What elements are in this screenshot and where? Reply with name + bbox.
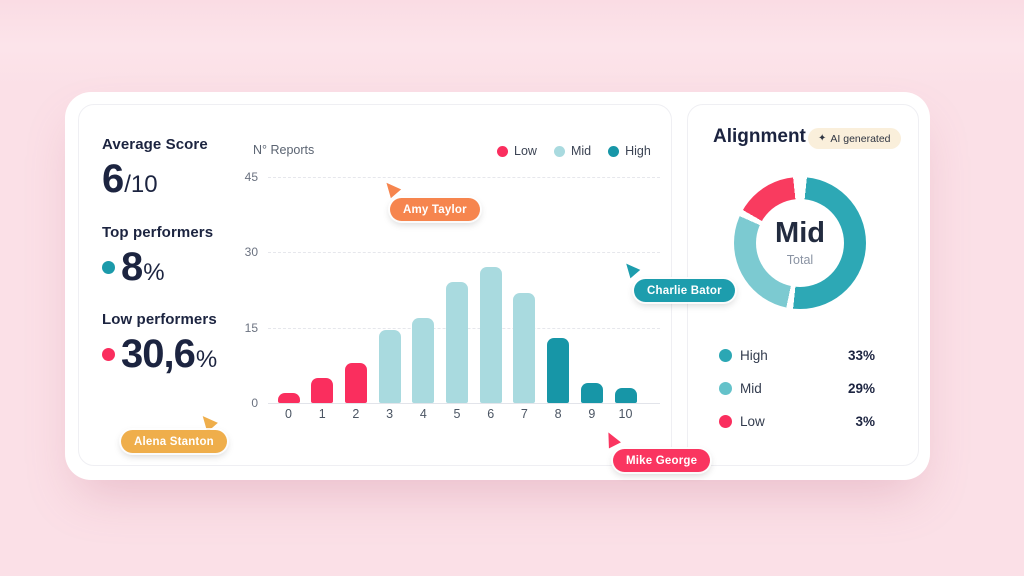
ai-generated-label: AI generated <box>830 132 891 145</box>
x-axis-tick-label: 2 <box>352 407 360 421</box>
average-score-suffix: /10 <box>124 171 158 198</box>
x-axis-tick-label: 10 <box>618 407 633 421</box>
bar-chart-ylabel: N° Reports <box>253 143 315 157</box>
bar-9[interactable] <box>580 382 603 403</box>
x-axis-tick-label: 9 <box>588 407 596 421</box>
legend-dot-icon <box>719 381 732 395</box>
bar-legend-item-high[interactable]: High <box>608 144 651 158</box>
bar-chart-plot: 0 15 30 45 0 1 2 3 4 5 6 7 8 9 10 <box>245 170 660 421</box>
cursor-label-mike-george: Mike George <box>613 449 711 472</box>
gridline <box>268 403 660 404</box>
average-score-stat: Average Score 6 /10 <box>102 136 208 202</box>
cursor-arrow-icon <box>605 428 625 452</box>
donut-center-label: Mid <box>775 217 825 249</box>
legend-dot-icon <box>719 414 732 428</box>
alignment-legend-row-low[interactable]: Low 3% <box>719 410 875 432</box>
cursor-arrow-icon <box>383 179 405 202</box>
y-axis-tick-label: 45 <box>244 170 258 184</box>
top-performers-stat: Top performers 8 % <box>102 224 213 290</box>
alignment-legend: High 33% Mid 29% Low 3% <box>719 344 875 432</box>
y-axis-tick-label: 0 <box>251 396 258 410</box>
legend-label: Low <box>740 413 765 429</box>
x-axis-tick-label: 3 <box>386 407 394 421</box>
cursor-label-amy-taylor: Amy Taylor <box>390 198 480 221</box>
low-performers-stat: Low performers 30,6 % <box>102 311 217 377</box>
donut-center: Mid Total <box>756 199 844 287</box>
bar-1[interactable] <box>311 377 334 403</box>
sparkle-icon: ✦ <box>818 133 827 144</box>
bar-8[interactable] <box>547 337 570 403</box>
top-performers-label: Top performers <box>102 224 214 241</box>
cursor-label-alena-stanton: Alena Stanton <box>121 430 227 453</box>
x-axis-tick-label: 0 <box>285 407 292 421</box>
bar-chart-legend: Low Mid High <box>497 144 651 158</box>
bar-legend-item-mid[interactable]: Mid <box>553 144 592 158</box>
y-axis-tick-label: 15 <box>244 320 258 335</box>
gridline <box>268 177 660 178</box>
legend-dot-icon <box>719 348 732 362</box>
legend-dot-icon <box>608 145 620 157</box>
top-performers-value: 8 <box>121 245 143 289</box>
cursor-label-charlie-bator: Charlie Bator <box>634 279 735 302</box>
legend-value: 3% <box>855 413 875 429</box>
x-axis-tick-label: 6 <box>487 407 495 421</box>
gridline <box>268 252 660 254</box>
top-performers-suffix: % <box>143 259 165 286</box>
alignment-legend-row-high[interactable]: High 33% <box>719 344 875 366</box>
bar-7[interactable] <box>513 292 536 403</box>
alignment-legend-row-mid[interactable]: Mid 29% <box>719 377 875 399</box>
bar-10[interactable] <box>614 387 637 403</box>
legend-dot-icon <box>553 145 565 157</box>
legend-label: Mid <box>570 144 592 158</box>
legend-dot-icon <box>497 145 508 157</box>
low-performers-value: 30,6 <box>121 332 196 376</box>
alignment-title: Alignment <box>713 126 806 147</box>
bar-3[interactable] <box>378 330 401 403</box>
y-axis-tick-label: 30 <box>244 245 258 260</box>
legend-label: High <box>625 144 651 158</box>
ai-generated-badge: ✦ AI generated <box>808 128 901 149</box>
bar-6[interactable] <box>479 267 502 403</box>
legend-label: High <box>740 347 768 363</box>
x-axis-tick-label: 1 <box>318 407 326 421</box>
average-score-label: Average Score <box>102 136 208 153</box>
x-axis-tick-label: 5 <box>453 407 461 421</box>
low-performers-label: Low performers <box>102 311 217 328</box>
cursor-arrow-icon <box>199 412 222 436</box>
donut-center-sublabel: Total <box>786 253 814 267</box>
average-score-value: 6 <box>102 157 124 201</box>
x-axis-tick-label: 4 <box>419 407 427 421</box>
cursor-arrow-icon <box>623 260 644 282</box>
bar-2[interactable] <box>344 362 367 403</box>
legend-value: 29% <box>847 380 875 396</box>
legend-value: 33% <box>847 347 875 363</box>
top-performers-dot-icon <box>102 261 115 274</box>
bar-legend-item-low[interactable]: Low <box>497 144 537 158</box>
bar-5[interactable] <box>446 282 468 403</box>
low-performers-dot-icon <box>102 348 115 361</box>
alignment-donut-chart[interactable]: Mid Total <box>734 177 866 309</box>
bar-0[interactable] <box>277 392 300 403</box>
x-axis-tick-label: 7 <box>520 407 528 421</box>
reports-panel <box>78 104 672 466</box>
bar-4[interactable] <box>412 317 435 403</box>
legend-label: Mid <box>740 380 762 396</box>
low-performers-suffix: % <box>195 346 218 373</box>
legend-label: Low <box>514 144 537 158</box>
x-axis-tick-label: 8 <box>554 407 562 421</box>
